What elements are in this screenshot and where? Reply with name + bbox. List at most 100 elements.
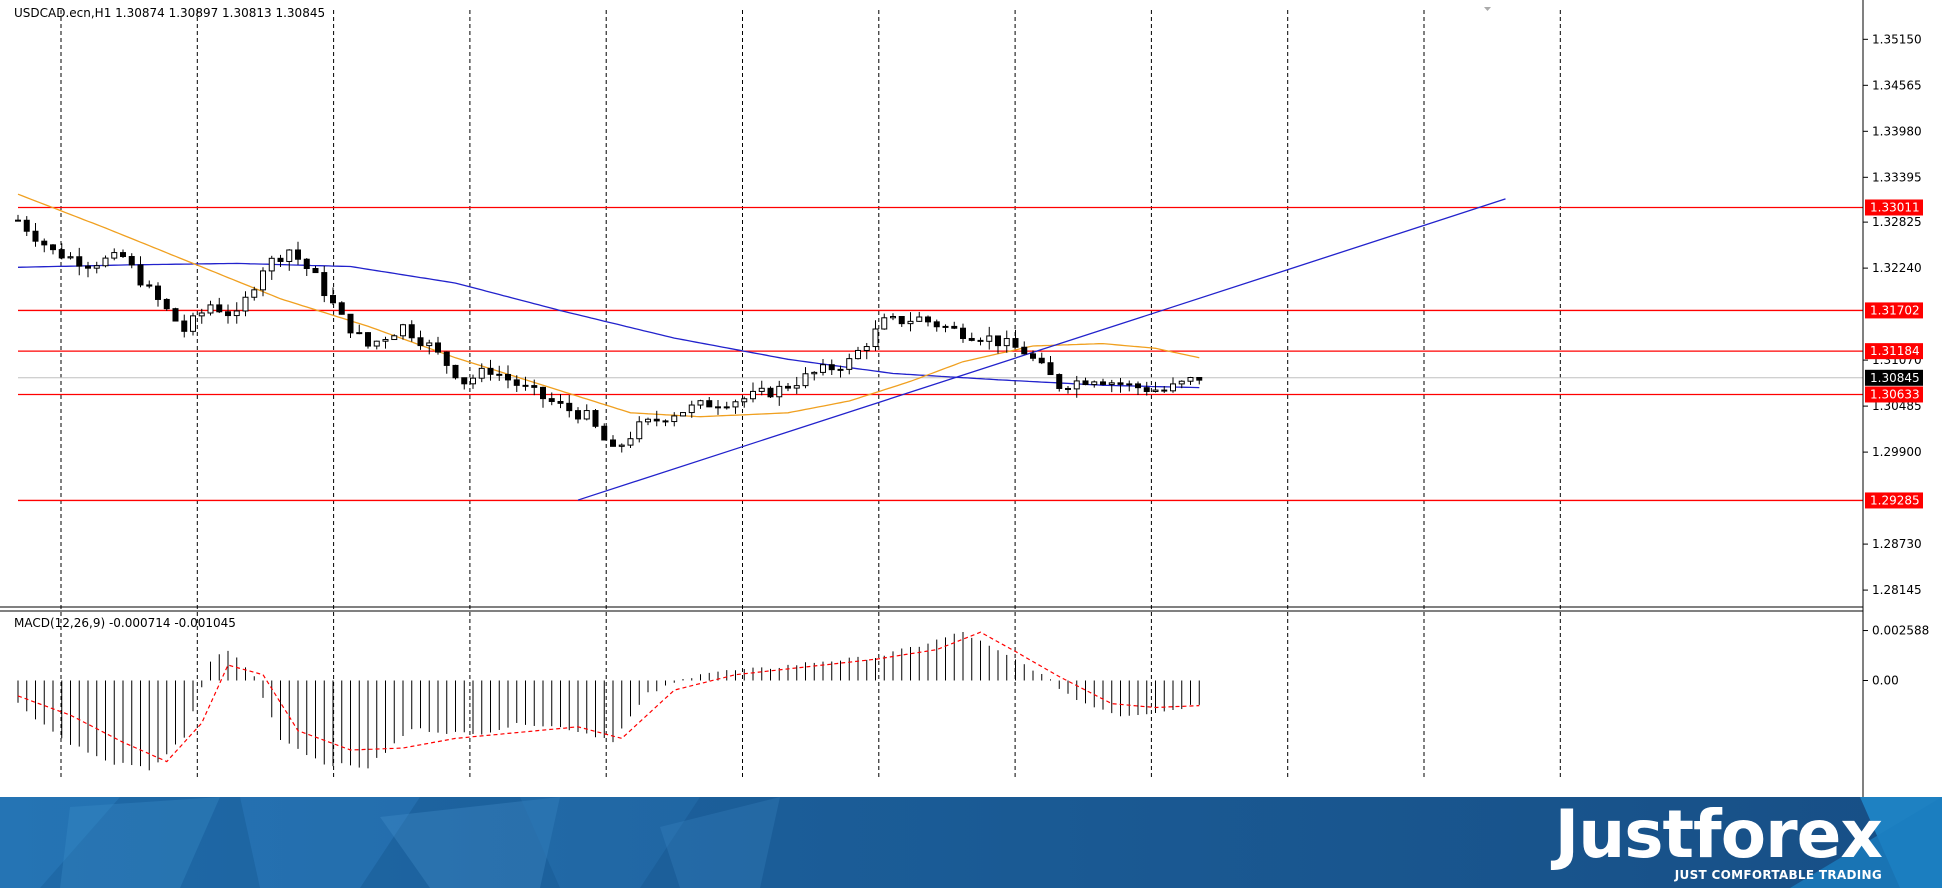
chart-shift-marker[interactable] xyxy=(1484,7,1491,11)
candle-body xyxy=(50,244,56,251)
candle xyxy=(443,351,450,374)
candle xyxy=(312,266,319,274)
candle xyxy=(268,255,275,280)
candle xyxy=(330,287,336,305)
candle xyxy=(960,323,966,343)
brand-logo: Justforex xyxy=(1554,797,1883,873)
candle-body xyxy=(1056,374,1063,389)
candle xyxy=(697,399,704,409)
candle-body xyxy=(680,412,686,417)
candle-body xyxy=(435,342,441,353)
candle-body xyxy=(592,410,599,427)
level-tag: 1.30633 xyxy=(1865,386,1923,403)
candle xyxy=(715,399,721,415)
candle xyxy=(1161,386,1168,393)
candle-body xyxy=(347,313,354,334)
level-tag-bg xyxy=(1865,302,1923,319)
candle xyxy=(855,346,861,360)
candle xyxy=(163,298,170,311)
candle-body xyxy=(907,320,914,325)
candle xyxy=(583,404,590,421)
candle xyxy=(837,365,844,378)
candle xyxy=(295,241,301,265)
candle-body xyxy=(32,230,39,242)
candle xyxy=(1012,329,1019,348)
price-tick-label: 1.28730 xyxy=(1872,537,1922,551)
candle-body xyxy=(513,379,520,386)
candle xyxy=(723,401,730,410)
candle-body xyxy=(417,337,424,347)
candle-body xyxy=(172,308,179,322)
candle xyxy=(155,282,161,307)
candle-body xyxy=(933,321,940,328)
candle xyxy=(242,291,249,317)
candle xyxy=(890,313,896,321)
level-tag-label: 1.29285 xyxy=(1870,493,1920,507)
candle-body xyxy=(898,316,905,325)
candle xyxy=(347,313,354,338)
candle-body xyxy=(767,387,774,398)
candle xyxy=(828,359,835,376)
candle xyxy=(566,395,573,418)
candle xyxy=(513,375,520,392)
candle xyxy=(1178,380,1185,389)
candle xyxy=(872,320,879,351)
candle-body xyxy=(960,327,966,339)
candle xyxy=(67,252,74,260)
macd-tick-label: 0.00 xyxy=(1872,673,1899,687)
candle xyxy=(933,319,940,332)
candle-body xyxy=(452,364,459,379)
candle xyxy=(557,394,564,409)
candle xyxy=(802,367,809,389)
candle xyxy=(1117,377,1124,393)
candle xyxy=(93,261,100,274)
candle xyxy=(391,334,398,341)
candle xyxy=(120,249,126,258)
candle xyxy=(925,315,931,327)
candle-body xyxy=(758,387,765,392)
candle xyxy=(767,386,774,399)
candle-body xyxy=(111,252,118,259)
candle-body xyxy=(67,256,74,259)
candle xyxy=(41,238,48,253)
candle xyxy=(820,358,826,376)
candle xyxy=(137,256,144,288)
candle-body xyxy=(662,420,669,423)
candle xyxy=(671,412,678,427)
candle-body xyxy=(881,317,888,330)
candle-body xyxy=(408,324,415,339)
brand-banner: Justforex JUST COMFORTABLE TRADING xyxy=(0,797,1942,888)
candle xyxy=(365,332,371,349)
candle-body xyxy=(977,339,984,342)
candle xyxy=(1003,330,1010,353)
candle-body xyxy=(470,377,476,385)
candle-body xyxy=(610,439,616,447)
candle-body xyxy=(872,328,879,348)
candle xyxy=(610,435,616,447)
candle-body xyxy=(741,398,748,403)
candle-body xyxy=(942,325,949,328)
candle-body xyxy=(391,335,398,341)
candle-body xyxy=(548,398,555,402)
candle xyxy=(907,312,914,332)
candle xyxy=(470,374,476,389)
candle-body xyxy=(181,320,188,332)
candle-body xyxy=(1030,353,1036,359)
candle xyxy=(592,408,599,429)
candle xyxy=(496,365,503,381)
chart-header: USDCAD.ecn,H1 1.30874 1.30897 1.30813 1.… xyxy=(14,6,325,20)
candle-body xyxy=(522,384,529,387)
candle-body xyxy=(846,358,853,370)
current-price-tag: 1.30845 xyxy=(1865,369,1923,386)
candle xyxy=(522,376,529,391)
level-tag-label: 1.31702 xyxy=(1870,303,1920,317)
candle xyxy=(417,330,424,350)
candle-body xyxy=(198,312,205,317)
candle-body xyxy=(732,401,739,408)
candle-body xyxy=(776,385,783,398)
candle-body xyxy=(995,335,1001,347)
candle xyxy=(1021,341,1028,355)
candle-body xyxy=(583,410,590,420)
candle xyxy=(1187,376,1194,385)
chart-area: 1.35150 1.34565 1.33980 1.33395 1.32825 1.322… xyxy=(0,0,1930,797)
